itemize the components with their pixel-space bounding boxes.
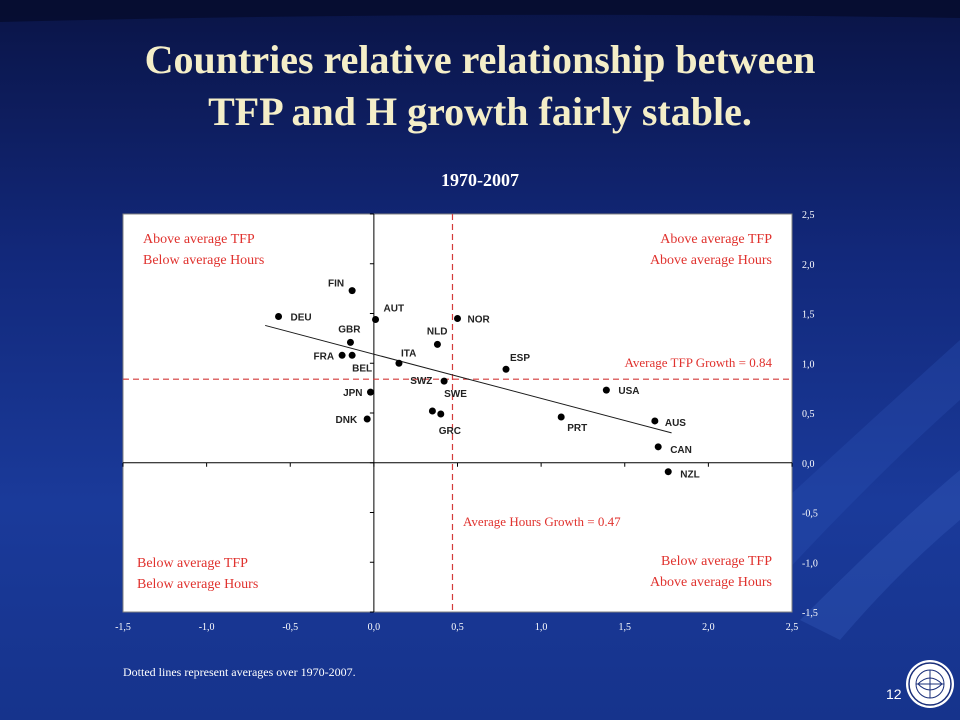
y-tick-label: 1,5 <box>802 310 815 321</box>
point-label-usa: USA <box>618 386 639 397</box>
chart-title: 1970-2007 <box>441 170 519 190</box>
quadrant-bottom-right-line-1: Below average TFP <box>661 554 772 569</box>
y-tick-label: 2,0 <box>802 260 815 271</box>
point-label-swz: SWZ <box>410 376 432 387</box>
x-tick-label: 0,5 <box>451 622 464 633</box>
slide-title-line-2: TFP and H growth fairly stable. <box>208 89 752 134</box>
point-aus <box>651 417 659 425</box>
point-label-nld: NLD <box>427 326 448 337</box>
point-label-deu: DEU <box>291 312 312 323</box>
point-label-aut: AUT <box>384 303 405 314</box>
point-dnk <box>363 415 371 423</box>
slide-title-line-1: Countries relative relationship between <box>144 37 816 82</box>
point-gbr <box>346 338 354 346</box>
point-label-esp: ESP <box>510 353 530 364</box>
y-tick-label: -0,5 <box>802 509 818 520</box>
average-tfp-label: Average TFP Growth = 0.84 <box>624 355 772 370</box>
y-tick-label: 1,0 <box>802 359 815 370</box>
point-label-can: CAN <box>670 445 692 456</box>
quadrant-top-left-line-1: Above average TFP <box>143 232 255 247</box>
x-tick-label: 1,5 <box>619 622 632 633</box>
x-tick-label: -0,5 <box>282 622 298 633</box>
point-label-grc: GRC <box>439 426 461 437</box>
point-aut <box>372 315 380 323</box>
point-label-jpn: JPN <box>343 388 362 399</box>
quadrant-bottom-right-line-2: Above average Hours <box>650 575 772 590</box>
y-tick-label: -1,5 <box>802 608 818 619</box>
point-label-nor: NOR <box>468 314 491 325</box>
point-jpn <box>367 388 375 396</box>
slide-title: Countries relative relationship between … <box>40 34 920 138</box>
point-label-fra: FRA <box>314 351 335 362</box>
point-esp <box>502 365 510 373</box>
point-label-bel: BEL <box>352 363 372 374</box>
point-label-aus: AUS <box>665 418 686 429</box>
x-tick-label: -1,0 <box>199 622 215 633</box>
point-ita <box>395 359 403 367</box>
point-grc <box>437 410 445 418</box>
point-label-ita: ITA <box>401 348 416 359</box>
quadrant-top-right-line-1: Above average TFP <box>660 232 772 247</box>
x-tick-label: -1,5 <box>115 622 131 633</box>
point-fin <box>348 287 356 295</box>
quadrant-bottom-left-line-1: Below average TFP <box>137 556 248 571</box>
x-tick-label: 0,0 <box>368 622 381 633</box>
y-tick-label: 0,0 <box>802 459 815 470</box>
x-tick-label: 2,5 <box>786 622 799 633</box>
point-nzl <box>664 468 672 476</box>
point-prt <box>557 413 565 421</box>
point-deu <box>275 312 283 320</box>
quadrant-top-left-line-2: Below average Hours <box>143 253 264 268</box>
point-bel <box>348 351 356 359</box>
point-label-swe: SWE <box>444 389 467 400</box>
average-hours-label: Average Hours Growth = 0.47 <box>463 514 621 529</box>
x-tick-label: 2,0 <box>702 622 715 633</box>
y-tick-label: -1,0 <box>802 558 818 569</box>
point-can <box>654 443 662 451</box>
point-label-fin: FIN <box>328 279 344 290</box>
plot-area <box>122 213 793 613</box>
point-swe <box>440 377 448 385</box>
trend-line <box>265 324 672 434</box>
point-label-dnk: DNK <box>336 415 358 426</box>
point-nor <box>454 314 461 322</box>
x-tick-label: 1,0 <box>535 622 548 633</box>
point-nld <box>433 340 441 348</box>
page-number: 12 <box>886 686 902 702</box>
footnote: Dotted lines represent averages over 197… <box>123 665 356 679</box>
point-fra <box>338 351 346 359</box>
y-tick-label: 2,5 <box>802 210 815 221</box>
point-swz <box>428 407 436 415</box>
y-tick-label: 0,5 <box>802 409 815 420</box>
point-label-prt: PRT <box>567 423 587 434</box>
quadrant-top-right-line-2: Above average Hours <box>650 253 772 268</box>
quadrant-bottom-left-line-2: Below average Hours <box>137 577 258 592</box>
point-usa <box>602 386 610 394</box>
point-label-nzl: NZL <box>680 470 699 481</box>
point-label-gbr: GBR <box>338 324 361 335</box>
imf-seal-logo <box>906 660 954 708</box>
